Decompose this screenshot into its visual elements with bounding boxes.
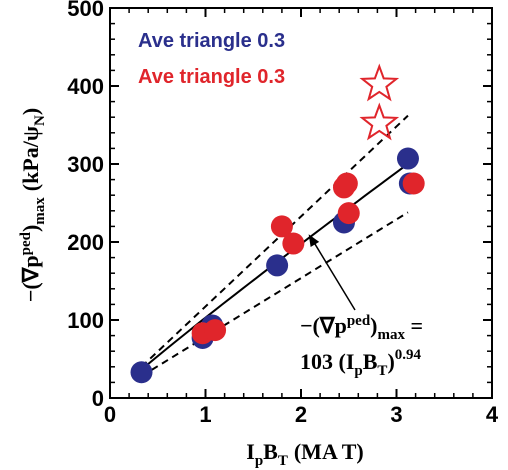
arrow-head: [308, 234, 320, 248]
x-tick-label: 3: [390, 402, 402, 427]
data-point: [337, 202, 360, 225]
x-tick-label: 4: [486, 402, 499, 427]
fit-annotation-line1: −(∇pped)max =: [300, 313, 423, 343]
axes: [109, 7, 493, 399]
dashed-bounds: [140, 114, 409, 378]
data-point: [335, 172, 358, 195]
data-points: [130, 147, 425, 384]
annotation-arrow: [308, 234, 356, 311]
data-point: [270, 215, 293, 238]
data-point: [282, 232, 305, 255]
data-point: [396, 147, 419, 170]
legend-entry-red: Ave triangle 0.3: [138, 66, 285, 88]
y-tick-label: 100: [67, 308, 104, 333]
arrow-shaft: [311, 239, 356, 311]
dashed-bound-line: [140, 114, 409, 368]
legend-entry-blue: Ave triangle 0.3: [138, 30, 285, 52]
y-tick-label: 500: [67, 0, 104, 21]
data-point: [266, 254, 289, 277]
data-point: [402, 172, 425, 195]
data-point: [204, 319, 227, 342]
fit-annotation-line2: 103 (IpBT)0.94: [300, 347, 422, 379]
x-axis-title: IpBT (MA T): [246, 439, 363, 469]
star-markers: [359, 63, 400, 141]
x-tick-label: 2: [295, 402, 307, 427]
y-tick-label: 300: [67, 152, 104, 177]
y-tick-label: 400: [67, 74, 104, 99]
star-marker: [359, 102, 400, 141]
data-point: [130, 361, 153, 384]
tick-labels: 0 1 2 3 4 0 100 200 300 400 500: [67, 0, 499, 427]
y-tick-label: 0: [92, 386, 104, 411]
y-tick-label: 200: [67, 230, 104, 255]
x-tick-label: 1: [199, 402, 211, 427]
star-marker: [359, 63, 400, 102]
dashed-bound-line: [140, 211, 409, 378]
y-axis-title: −(∇pped)max(kPa/ψN): [18, 108, 48, 302]
x-tick-label: 0: [104, 402, 116, 427]
